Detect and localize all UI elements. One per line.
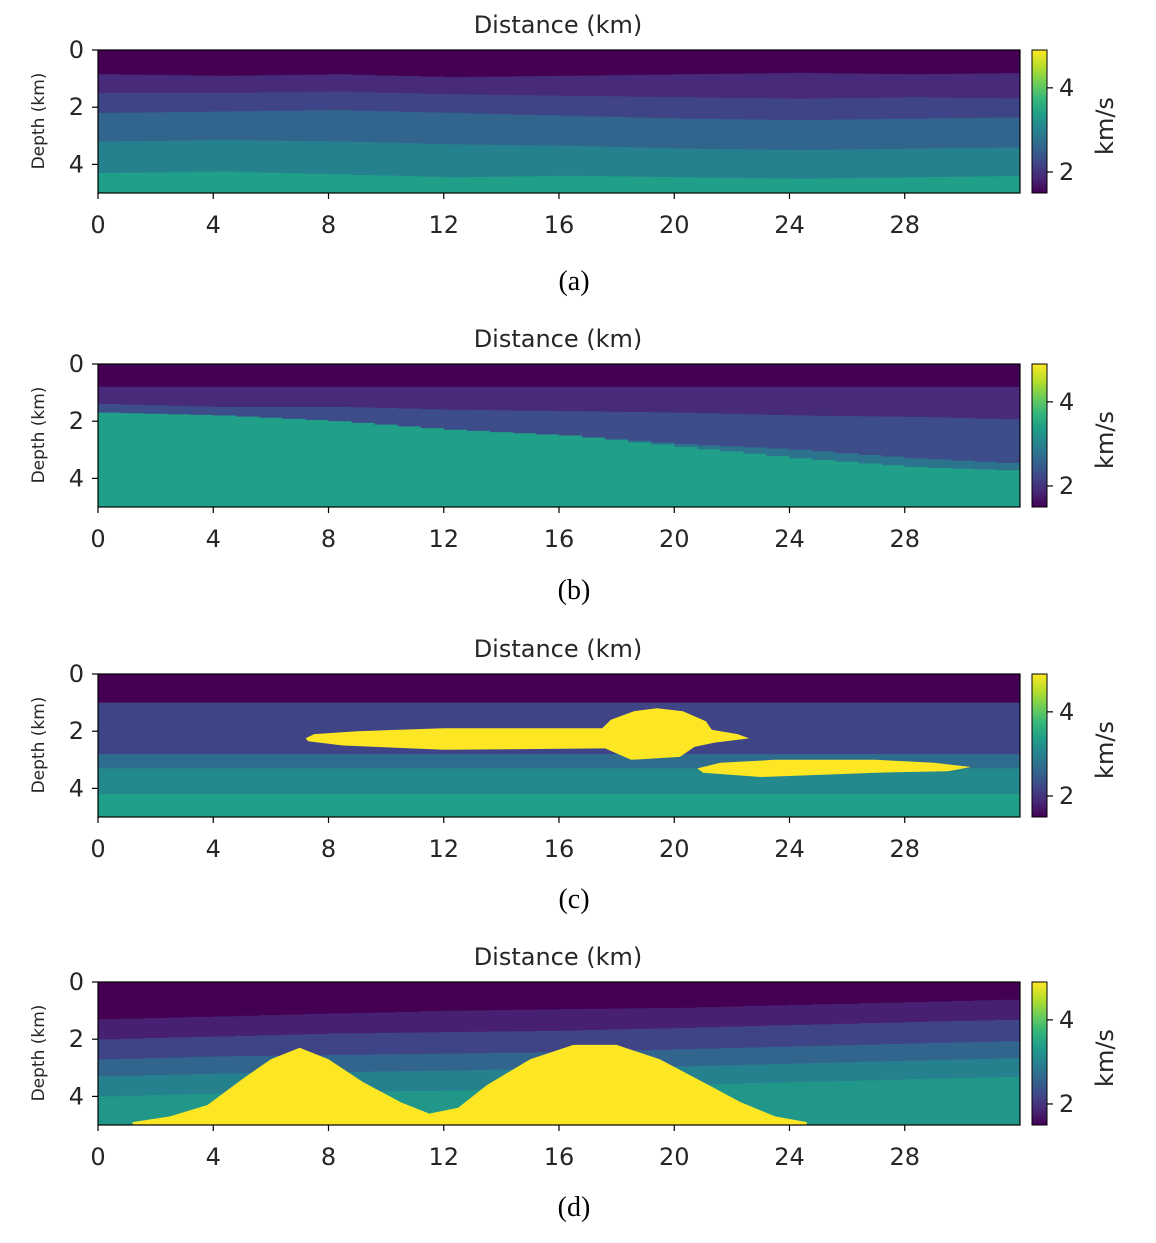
colorbar-label: km/s: [1091, 411, 1119, 469]
x-tick-label: 12: [428, 835, 459, 863]
x-tick-label: 8: [321, 525, 336, 553]
panel-d: Distance (km) 0 4 8 12 16 20 24 28 024 Depth (k…: [29, 943, 1119, 1223]
x-tick-label: 0: [90, 835, 105, 863]
y-ticks: 0 2 4: [69, 660, 98, 802]
colorbar-tick-label: 4: [1059, 388, 1074, 416]
colorbar-tick-label: 2: [1059, 158, 1074, 186]
colorbar-tick-label: 2: [1059, 472, 1074, 500]
x-tick-label: 8: [321, 211, 336, 239]
panel-caption: (a): [558, 266, 589, 297]
x-tick-label: 4: [206, 835, 221, 863]
x-tick-label: 0: [90, 1143, 105, 1171]
y-tick-label: 4: [69, 1082, 84, 1110]
colorbar-tick-label: 4: [1059, 1006, 1074, 1034]
x-tick-label: 28: [889, 1143, 920, 1171]
y-tick-label: 4: [69, 774, 84, 802]
y-ticks: 0 2 4: [69, 968, 98, 1110]
colorbar: 42: [1031, 981, 1074, 1126]
velocity-layer-5: [98, 794, 1020, 817]
colorbar: 42: [1031, 673, 1074, 818]
plot-area: [97, 363, 1021, 508]
colorbar-label: km/s: [1091, 1029, 1119, 1087]
high-velocity-body-1: [132, 1044, 807, 1125]
x-tick-label: 16: [544, 211, 575, 239]
x-tick-label: 24: [774, 835, 805, 863]
x-tick-label: 28: [889, 525, 920, 553]
x-tick-label: 20: [659, 525, 690, 553]
high-velocity-body-2: [697, 759, 971, 777]
y-tick-label: 2: [69, 407, 84, 435]
x-tick-label: 20: [659, 835, 690, 863]
x-tick-label: 24: [774, 525, 805, 553]
colorbar: 42: [1031, 363, 1074, 508]
colorbar-gradient: [1031, 673, 1048, 818]
colorbar-gradient: [1031, 363, 1048, 508]
y-ticks: 0 2 4: [69, 36, 98, 178]
x-tick-label: 12: [428, 211, 459, 239]
y-tick-label: 0: [69, 350, 84, 378]
y-tick-label: 2: [69, 717, 84, 745]
x-ticks: 0 4 8 12 16 20 24 28: [90, 1125, 920, 1171]
x-tick-label: 16: [544, 835, 575, 863]
x-ticks: 0 4 8 12 16 20 24 28: [90, 507, 920, 553]
colorbar-tick-label: 4: [1059, 698, 1074, 726]
x-ticks: 0 4 8 12 16 20 24 28: [90, 817, 920, 863]
y-tick-label: 2: [69, 1025, 84, 1053]
y-tick-label: 4: [69, 150, 84, 178]
colorbar-tick-label: 2: [1059, 782, 1074, 810]
panel-caption: (b): [558, 575, 591, 606]
x-tick-label: 20: [659, 211, 690, 239]
x-ticks: 0 4 8 12 16 20 24 28: [90, 193, 920, 239]
panel-title: Distance (km): [474, 11, 643, 39]
colorbar-label: km/s: [1091, 97, 1119, 155]
x-tick-label: 16: [544, 1143, 575, 1171]
high-velocity-body-1: [305, 708, 750, 760]
panel-title: Distance (km): [474, 943, 643, 971]
x-tick-label: 0: [90, 525, 105, 553]
panel-b: Distance (km) 0 4 8 12 16 20 24 28 024 Depth (k…: [29, 325, 1119, 606]
colorbar: 42: [1031, 49, 1074, 194]
colorbar-tick-label: 2: [1059, 1090, 1074, 1118]
panel-title: Distance (km): [474, 325, 643, 353]
panel-a: Distance (km) 0 4 8 12 16 20 24 28 024 Depth (k…: [29, 11, 1119, 297]
y-axis-label: Depth (km): [29, 387, 49, 484]
x-tick-label: 0: [90, 211, 105, 239]
y-axis-label: Depth (km): [29, 697, 49, 794]
x-tick-label: 4: [206, 525, 221, 553]
x-tick-label: 8: [321, 835, 336, 863]
plot-area: [97, 673, 1021, 818]
x-tick-label: 16: [544, 525, 575, 553]
x-tick-label: 4: [206, 211, 221, 239]
x-tick-label: 4: [206, 1143, 221, 1171]
velocity-layer-5: [98, 412, 1020, 507]
plot-area: [97, 49, 1021, 194]
y-tick-label: 0: [69, 36, 84, 64]
x-tick-label: 12: [428, 525, 459, 553]
x-tick-label: 12: [428, 1143, 459, 1171]
velocity-layer-6: [98, 171, 1020, 193]
x-tick-label: 8: [321, 1143, 336, 1171]
y-tick-label: 0: [69, 660, 84, 688]
x-tick-label: 28: [889, 211, 920, 239]
panel-caption: (c): [558, 884, 589, 915]
y-tick-label: 0: [69, 968, 84, 996]
colorbar-tick-label: 4: [1059, 74, 1074, 102]
panel-title: Distance (km): [474, 635, 643, 663]
colorbar-gradient: [1031, 49, 1048, 194]
y-tick-label: 4: [69, 464, 84, 492]
y-axis-label: Depth (km): [29, 1005, 49, 1102]
panel-caption: (d): [558, 1192, 591, 1223]
y-tick-label: 2: [69, 93, 84, 121]
x-tick-label: 24: [774, 1143, 805, 1171]
colorbar-gradient: [1031, 981, 1048, 1126]
panel-c: Distance (km) 0 4 8 12 16 20 24 28 024 Depth (k…: [29, 635, 1119, 915]
x-tick-label: 20: [659, 1143, 690, 1171]
y-axis-label: Depth (km): [29, 73, 49, 170]
colorbar-label: km/s: [1091, 721, 1119, 779]
plot-area: [97, 981, 1021, 1126]
y-ticks: 0 2 4: [69, 350, 98, 492]
x-tick-label: 24: [774, 211, 805, 239]
x-tick-label: 28: [889, 835, 920, 863]
